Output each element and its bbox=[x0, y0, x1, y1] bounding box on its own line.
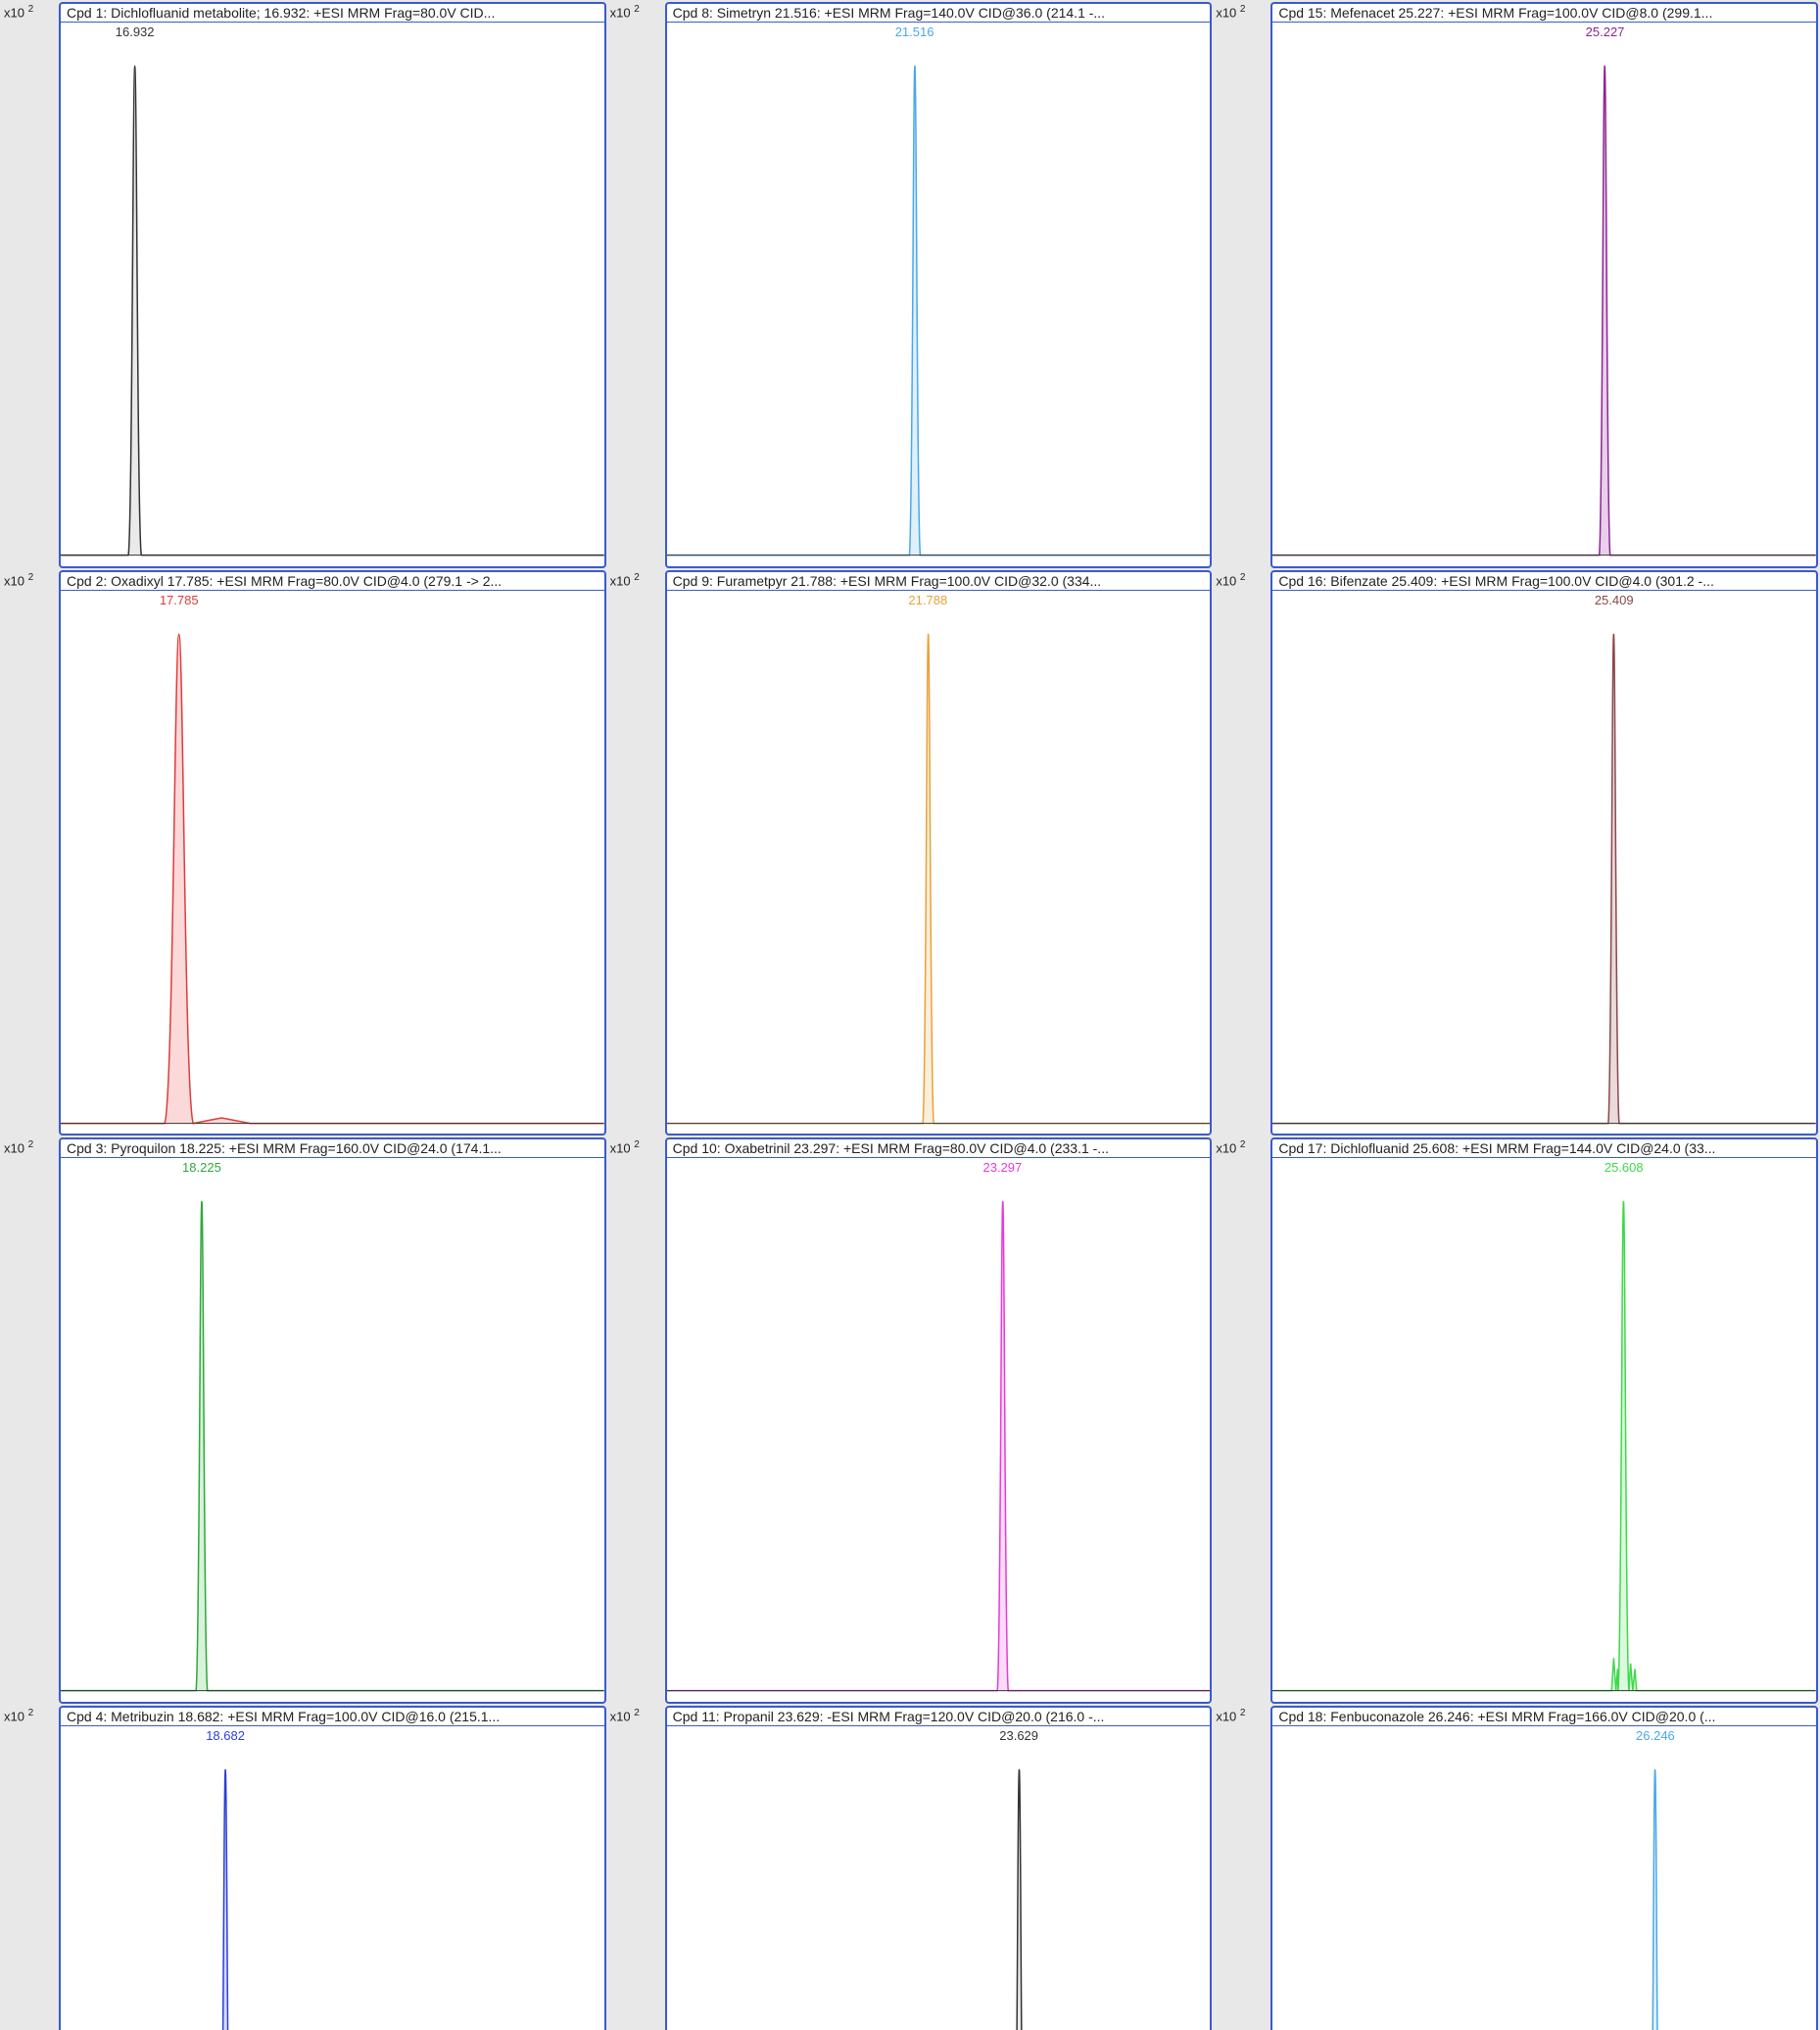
chromatogram-panel[interactable]: Cpd 1: Dichlofluanid metabolite; 16.932:… bbox=[59, 2, 606, 568]
chromatogram-panel[interactable]: Cpd 8: Simetryn 21.516: +ESI MRM Frag=14… bbox=[665, 2, 1213, 568]
chromatogram-svg bbox=[61, 591, 604, 1135]
chromatogram-panel[interactable]: Cpd 18: Fenbuconazole 26.246: +ESI MRM F… bbox=[1270, 1706, 1818, 2030]
y-exponent-label: x10 2 bbox=[4, 4, 33, 20]
retention-time-label: 18.682 bbox=[206, 1728, 245, 1743]
retention-time-label: 26.246 bbox=[1636, 1728, 1675, 1743]
chromatogram-panel[interactable]: Cpd 10: Oxabetrinil 23.297: +ESI MRM Fra… bbox=[665, 1137, 1213, 1704]
y-exponent-label: x10 2 bbox=[610, 1139, 640, 1155]
chromatogram-svg bbox=[667, 23, 1211, 566]
chromatogram-svg bbox=[667, 591, 1211, 1135]
panel-title: Cpd 18: Fenbuconazole 26.246: +ESI MRM F… bbox=[1272, 1708, 1816, 1726]
chromatogram-panel[interactable]: Cpd 11: Propanil 23.629: -ESI MRM Frag=1… bbox=[665, 1706, 1213, 2030]
panel-title: Cpd 17: Dichlofluanid 25.608: +ESI MRM F… bbox=[1272, 1139, 1816, 1158]
chromatogram-cell: x10 2 Cpd 16: Bifenzate 25.409: +ESI MRM … bbox=[1214, 570, 1818, 1136]
panel-title: Cpd 2: Oxadixyl 17.785: +ESI MRM Frag=80… bbox=[61, 572, 604, 591]
chromatogram-svg bbox=[667, 1158, 1211, 1702]
panel-title: Cpd 1: Dichlofluanid metabolite; 16.932:… bbox=[61, 4, 604, 23]
y-exponent-label: x10 2 bbox=[4, 572, 33, 588]
retention-time-label: 18.225 bbox=[182, 1160, 221, 1175]
retention-time-label: 23.297 bbox=[983, 1160, 1023, 1175]
panel-title: Cpd 8: Simetryn 21.516: +ESI MRM Frag=14… bbox=[667, 4, 1211, 23]
chromatogram-panel[interactable]: Cpd 15: Mefenacet 25.227: +ESI MRM Frag=… bbox=[1270, 2, 1818, 568]
panel-title: Cpd 10: Oxabetrinil 23.297: +ESI MRM Fra… bbox=[667, 1139, 1211, 1158]
panel-title: Cpd 9: Furametpyr 21.788: +ESI MRM Frag=… bbox=[667, 572, 1211, 591]
chromatogram-panel[interactable]: Cpd 4: Metribuzin 18.682: +ESI MRM Frag=… bbox=[59, 1706, 606, 2030]
retention-time-label: 25.409 bbox=[1595, 593, 1634, 607]
chromatogram-cell: x10 2 Cpd 10: Oxabetrinil 23.297: +ESI MR… bbox=[608, 1137, 1213, 1704]
chromatogram-cell: x10 2 Cpd 3: Pyroquilon 18.225: +ESI MRM … bbox=[2, 1137, 606, 1704]
chromatogram-cell: x10 2 Cpd 2: Oxadixyl 17.785: +ESI MRM Fr… bbox=[2, 570, 606, 1136]
panel-title: Cpd 16: Bifenzate 25.409: +ESI MRM Frag=… bbox=[1272, 572, 1816, 591]
chromatogram-cell: x10 2 Cpd 11: Propanil 23.629: -ESI MRM F… bbox=[608, 1706, 1213, 2030]
retention-time-label: 21.788 bbox=[908, 593, 947, 607]
chromatogram-svg bbox=[1272, 1158, 1816, 1702]
chromatogram-cell: x10 2 Cpd 9: Furametpyr 21.788: +ESI MRM … bbox=[608, 570, 1213, 1136]
panel-title: Cpd 3: Pyroquilon 18.225: +ESI MRM Frag=… bbox=[61, 1139, 604, 1158]
chromatogram-svg bbox=[61, 1726, 604, 2030]
panel-title: Cpd 4: Metribuzin 18.682: +ESI MRM Frag=… bbox=[61, 1708, 604, 1726]
chromatogram-panel[interactable]: Cpd 2: Oxadixyl 17.785: +ESI MRM Frag=80… bbox=[59, 570, 606, 1136]
chromatogram-svg bbox=[667, 1726, 1211, 2030]
chromatogram-svg bbox=[1272, 23, 1816, 566]
chromatogram-svg bbox=[61, 23, 604, 566]
chromatogram-panel[interactable]: Cpd 17: Dichlofluanid 25.608: +ESI MRM F… bbox=[1270, 1137, 1818, 1704]
chromatogram-cell: x10 2 Cpd 8: Simetryn 21.516: +ESI MRM Fr… bbox=[608, 2, 1213, 568]
chromatogram-cell: x10 2 Cpd 15: Mefenacet 25.227: +ESI MRM … bbox=[1214, 2, 1818, 568]
y-exponent-label: x10 2 bbox=[610, 1708, 640, 1723]
chromatogram-cell: x10 2 Cpd 4: Metribuzin 18.682: +ESI MRM … bbox=[2, 1706, 606, 2030]
y-exponent-label: x10 2 bbox=[1216, 572, 1245, 588]
retention-time-label: 21.516 bbox=[895, 24, 934, 39]
y-exponent-label: x10 2 bbox=[4, 1708, 33, 1723]
retention-time-label: 25.227 bbox=[1586, 24, 1625, 39]
y-exponent-label: x10 2 bbox=[1216, 4, 1245, 20]
y-exponent-label: x10 2 bbox=[610, 572, 640, 588]
chromatogram-panel[interactable]: Cpd 9: Furametpyr 21.788: +ESI MRM Frag=… bbox=[665, 570, 1213, 1136]
chromatogram-svg bbox=[61, 1158, 604, 1702]
retention-time-label: 16.932 bbox=[116, 24, 155, 39]
chromatogram-panel[interactable]: Cpd 3: Pyroquilon 18.225: +ESI MRM Frag=… bbox=[59, 1137, 606, 1704]
y-exponent-label: x10 2 bbox=[610, 4, 640, 20]
chromatogram-cell: x10 2 Cpd 1: Dichlofluanid metabolite; 16… bbox=[2, 2, 606, 568]
chromatogram-cell: x10 2 Cpd 17: Dichlofluanid 25.608: +ESI … bbox=[1214, 1137, 1818, 1704]
chromatogram-grid: x10 2 Cpd 1: Dichlofluanid metabolite; 16… bbox=[0, 0, 1820, 1015]
y-exponent-label: x10 2 bbox=[4, 1139, 33, 1155]
y-exponent-label: x10 2 bbox=[1216, 1139, 1245, 1155]
panel-title: Cpd 11: Propanil 23.629: -ESI MRM Frag=1… bbox=[667, 1708, 1211, 1726]
y-exponent-label: x10 2 bbox=[1216, 1708, 1245, 1723]
retention-time-label: 23.629 bbox=[999, 1728, 1038, 1743]
panel-title: Cpd 15: Mefenacet 25.227: +ESI MRM Frag=… bbox=[1272, 4, 1816, 23]
retention-time-label: 17.785 bbox=[160, 593, 199, 607]
chromatogram-panel[interactable]: Cpd 16: Bifenzate 25.409: +ESI MRM Frag=… bbox=[1270, 570, 1818, 1136]
chromatogram-svg bbox=[1272, 591, 1816, 1135]
retention-time-label: 25.608 bbox=[1604, 1160, 1644, 1175]
chromatogram-cell: x10 2 Cpd 18: Fenbuconazole 26.246: +ESI … bbox=[1214, 1706, 1818, 2030]
chromatogram-svg bbox=[1272, 1726, 1816, 2030]
